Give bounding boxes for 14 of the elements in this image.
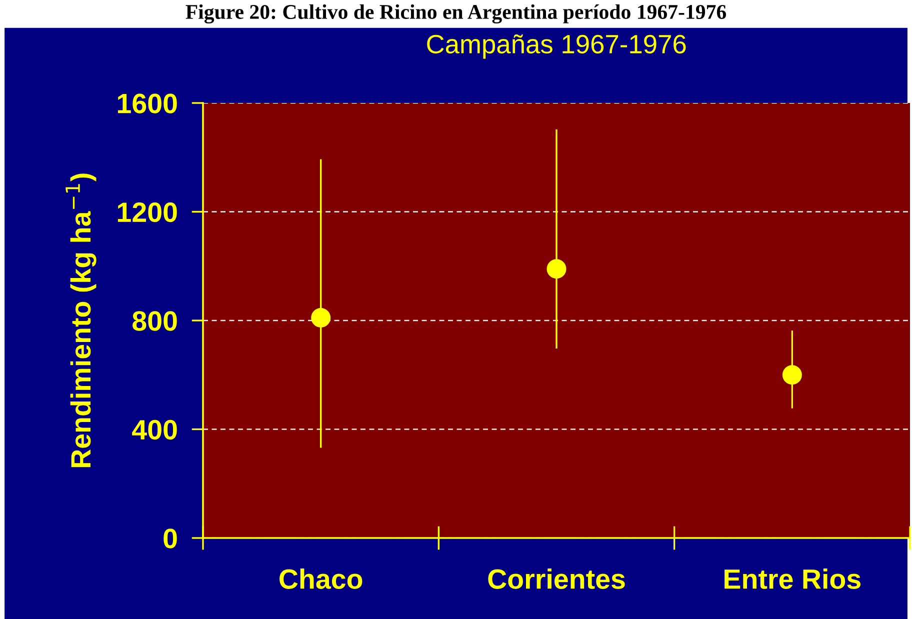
y-tick-label: 800 <box>132 311 177 331</box>
x-tick-label: Corrientes <box>488 568 625 589</box>
chart-subtitle: Campañas 1967-1976 <box>427 34 686 59</box>
chart-title: Figure 20: Cultivo de Ricino en Argentina período 1967-1976 <box>186 4 726 24</box>
point <box>546 259 566 279</box>
y-tick-label: 0 <box>164 528 177 548</box>
y-axis-title: Rendimiento (kg ha$^{−1}$) <box>66 174 96 468</box>
x-tick-label: Entre Rios <box>724 568 860 589</box>
x-tick-label: Chaco <box>280 568 362 589</box>
y-tick-label: 400 <box>132 420 177 440</box>
y-tick-label: 1600 <box>118 94 177 114</box>
point <box>311 308 331 328</box>
y-tick-label: 1200 <box>118 202 177 222</box>
point <box>782 365 802 385</box>
